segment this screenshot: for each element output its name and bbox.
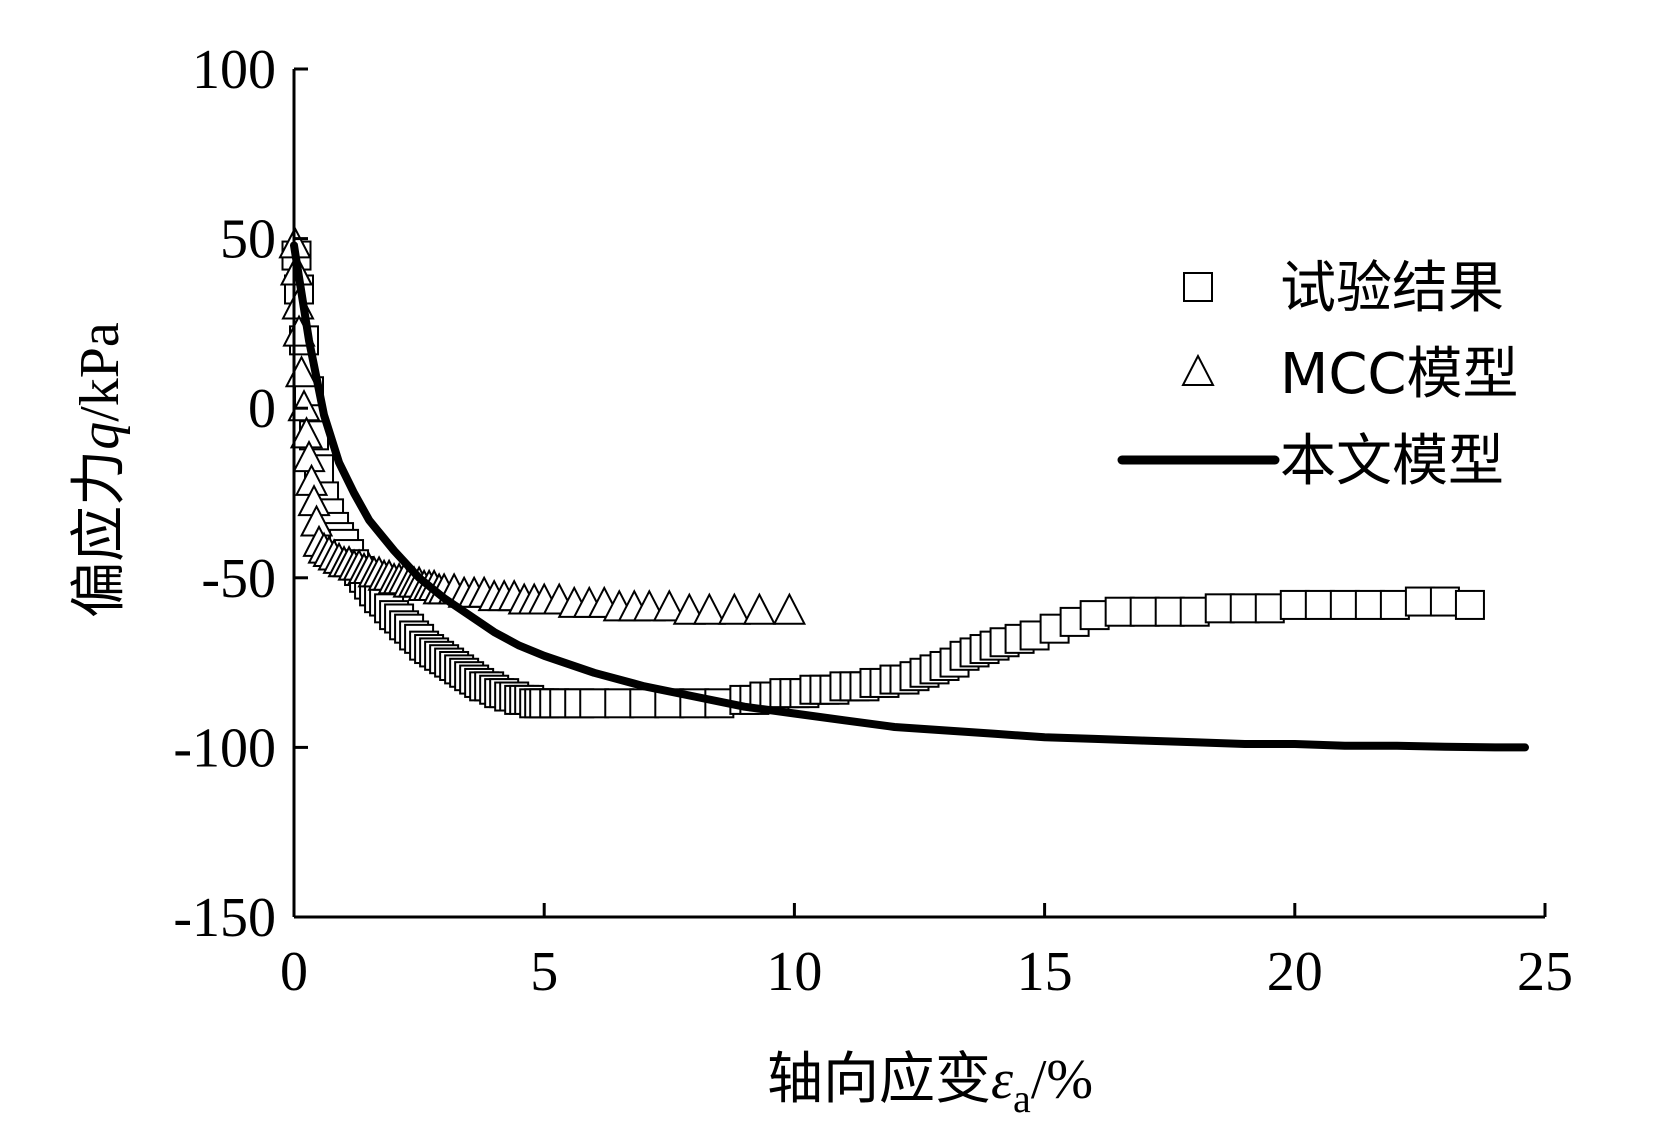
ticks: 0 5 10 15 20 25 100 50 0 -50 -100 -150 — [173, 39, 1573, 1003]
data-point-square — [1454, 589, 1485, 620]
data-point-square — [1204, 593, 1235, 624]
y-axis-title-prefix: 偏应力 — [67, 450, 132, 618]
legend-label: MCC模型 — [1280, 342, 1519, 407]
y-tick-label: 100 — [192, 39, 276, 101]
legend-swatch-triangle — [1181, 353, 1215, 386]
x-tick-label: 5 — [530, 941, 558, 1003]
data-point-square — [579, 688, 610, 719]
legend-label: 本文模型 — [1280, 429, 1504, 494]
x-axis-title-symbol: ε — [991, 1049, 1014, 1111]
data-point-square — [1379, 589, 1410, 620]
data-point-square — [1254, 593, 1285, 624]
y-tick-label: -100 — [173, 717, 276, 779]
data-point-square — [1129, 596, 1160, 627]
x-tick-label: 25 — [1517, 941, 1573, 1003]
series-triangle — [278, 226, 807, 625]
data-point-triangle — [632, 589, 666, 622]
x-tick-label: 20 — [1267, 941, 1323, 1003]
y-axis-title-suffix: /kPa — [69, 322, 131, 422]
data-point-square — [1154, 596, 1185, 627]
x-axis-title-prefix: 轴向应变 — [767, 1047, 991, 1112]
data-point-triangle — [692, 592, 726, 625]
data-point-square — [1104, 596, 1135, 627]
y-tick-label: -150 — [173, 887, 276, 949]
x-tick-label: 0 — [280, 941, 308, 1003]
series-line — [290, 241, 1529, 752]
data-point-triangle — [772, 592, 807, 625]
x-axis-title: 轴向应变εa/% — [767, 1047, 1093, 1121]
data-point-triangle — [652, 589, 686, 622]
x-axis-title-subscript: a — [1013, 1076, 1031, 1121]
x-tick-label: 15 — [1017, 941, 1073, 1003]
series-line — [290, 241, 1529, 752]
y-tick-label: -50 — [201, 548, 276, 610]
data-point-square — [1079, 600, 1110, 631]
data-point-triangle — [717, 592, 751, 625]
y-axis-title: 偏应力q/kPa — [67, 322, 132, 618]
data-point-square — [1179, 596, 1210, 627]
axes — [292, 69, 1545, 919]
data-point-square — [1304, 589, 1335, 620]
legend-label: 试验结果 — [1280, 256, 1504, 321]
data-point-square — [1229, 593, 1260, 624]
data-point-triangle — [672, 592, 706, 625]
y-tick-label: 0 — [248, 378, 276, 440]
y-axis-title-symbol: q — [69, 422, 131, 450]
data-point-square — [1429, 586, 1460, 617]
data-point-square — [1279, 589, 1310, 620]
data-point-square — [1354, 589, 1385, 620]
data-point-triangle — [287, 389, 321, 422]
data-point-square — [629, 688, 660, 719]
plot-area — [278, 226, 1529, 752]
legend-swatch-square — [1183, 272, 1213, 302]
x-tick-label: 10 — [766, 941, 822, 1003]
y-tick-label: 50 — [220, 209, 276, 271]
data-point-square — [1404, 586, 1435, 617]
data-point-square — [604, 688, 635, 719]
data-point-triangle — [742, 592, 777, 625]
data-point-square — [1329, 589, 1360, 620]
x-axis-title-suffix: /% — [1031, 1049, 1093, 1111]
